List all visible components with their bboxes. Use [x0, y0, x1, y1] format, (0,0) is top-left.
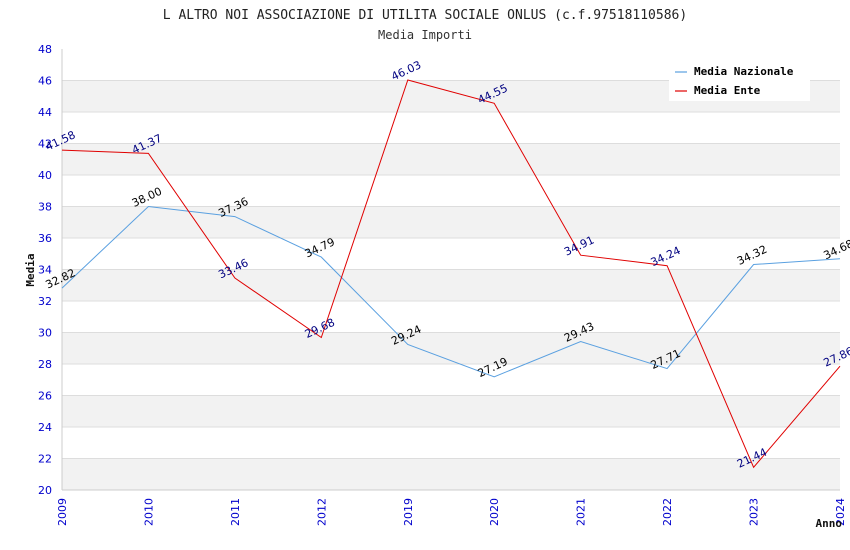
grid-band — [62, 238, 840, 270]
series-line-media-nazionale — [61, 205, 841, 378]
grid-band — [62, 175, 840, 207]
y-tick-label: 46 — [38, 75, 52, 88]
grid-band — [62, 364, 840, 396]
series-line-media-ente — [61, 79, 841, 469]
x-tick-label: 2020 — [488, 498, 501, 526]
x-tick-label: 2010 — [142, 498, 155, 526]
y-tick-label: 28 — [38, 358, 52, 371]
x-tick-label: 2011 — [229, 498, 242, 526]
x-tick-label: 2023 — [748, 498, 761, 526]
y-tick-label: 44 — [38, 106, 52, 119]
grid-band — [62, 332, 840, 364]
grid-band — [62, 143, 840, 175]
y-tick-label: 34 — [38, 264, 52, 277]
y-tick-label: 48 — [38, 43, 52, 56]
grid-band — [62, 458, 840, 490]
y-tick-label: 36 — [38, 232, 52, 245]
grid-band — [62, 395, 840, 427]
chart-subtitle: Media Importi — [378, 28, 472, 42]
grid-band — [62, 301, 840, 333]
y-tick-label: 40 — [38, 169, 52, 182]
chart-title: L ALTRO NOI ASSOCIAZIONE DI UTILITA SOCI… — [163, 8, 687, 23]
y-tick-label: 30 — [38, 327, 52, 340]
y-tick-label: 38 — [38, 201, 52, 214]
y-tick-label: 20 — [38, 484, 52, 497]
x-tick-label: 2024 — [834, 498, 847, 526]
x-tick-label: 2009 — [56, 498, 69, 526]
y-tick-label: 26 — [38, 390, 52, 403]
y-axis-ticks: 20 22 24 26 28 30 32 34 36 38 40 42 44 46 48 — [38, 43, 52, 497]
grid-band — [62, 206, 840, 238]
legend-label-media-ente: Media Ente — [694, 84, 761, 97]
legend-label-media-nazionale: Media Nazionale — [694, 65, 794, 78]
grid-band — [62, 427, 840, 459]
x-tick-label: 2019 — [402, 498, 415, 526]
y-axis-label: Media — [24, 253, 37, 286]
legend: Media Nazionale Media Ente — [669, 59, 810, 101]
x-tick-label: 2012 — [315, 498, 328, 526]
y-tick-label: 32 — [38, 295, 52, 308]
x-axis-ticks: 2009 2010 2011 2012 2019 2020 2021 2022 2023 2024 — [56, 498, 847, 526]
grid-bands — [61, 49, 840, 491]
x-axis-label: Anno — [816, 517, 843, 530]
grid-band — [62, 112, 840, 144]
y-tick-label: 42 — [38, 138, 52, 151]
series-group — [61, 79, 841, 469]
x-tick-label: 2021 — [575, 498, 588, 526]
legend-box — [669, 59, 810, 101]
x-tick-label: 2022 — [661, 498, 674, 526]
y-tick-label: 22 — [38, 453, 52, 466]
grid-band — [62, 269, 840, 301]
y-tick-label: 24 — [38, 421, 52, 434]
